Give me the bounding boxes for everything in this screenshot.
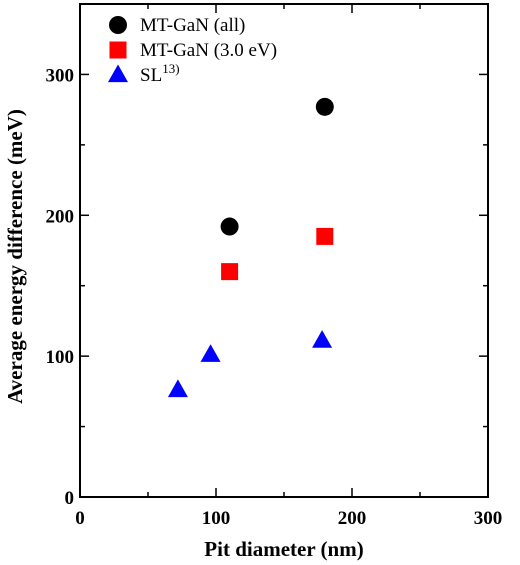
x-tick-label: 0 bbox=[75, 508, 85, 529]
data-marks bbox=[167, 97, 334, 398]
x-tick-label: 200 bbox=[338, 508, 367, 529]
y-axis-title: Average energy difference (meV) bbox=[3, 109, 27, 404]
data-point-triangle bbox=[167, 379, 188, 398]
data-point-circle bbox=[315, 97, 334, 116]
legend-marker-square bbox=[109, 41, 127, 59]
x-tick-label: 100 bbox=[202, 508, 231, 529]
legend: MT-GaN (all) MT-GaN (3.0 eV)SL13) bbox=[108, 15, 277, 86]
x-axis-title: Pit diameter (nm) bbox=[204, 537, 363, 561]
legend-label: MT-GaN (all) bbox=[140, 15, 245, 36]
y-tick-label: 0 bbox=[65, 488, 75, 509]
legend-marker-circle bbox=[109, 16, 127, 34]
data-point-square bbox=[221, 263, 239, 281]
data-point-triangle bbox=[312, 330, 333, 348]
legend-superscript: 13) bbox=[162, 61, 179, 76]
data-point-circle bbox=[220, 217, 239, 236]
legend-label: MT-GaN (3.0 eV) bbox=[140, 40, 277, 61]
y-tick-label: 200 bbox=[46, 206, 75, 227]
data-point-square bbox=[316, 227, 334, 245]
ticks: 0 100 200 300 0 100 200 300 bbox=[46, 3, 503, 529]
x-tick-label: 300 bbox=[474, 508, 503, 529]
data-point-triangle bbox=[200, 344, 221, 362]
y-tick-label: 100 bbox=[46, 347, 75, 368]
y-tick-label: 300 bbox=[46, 65, 75, 86]
legend-marker-triangle bbox=[108, 64, 128, 83]
legend-label: SL13) bbox=[140, 61, 180, 86]
